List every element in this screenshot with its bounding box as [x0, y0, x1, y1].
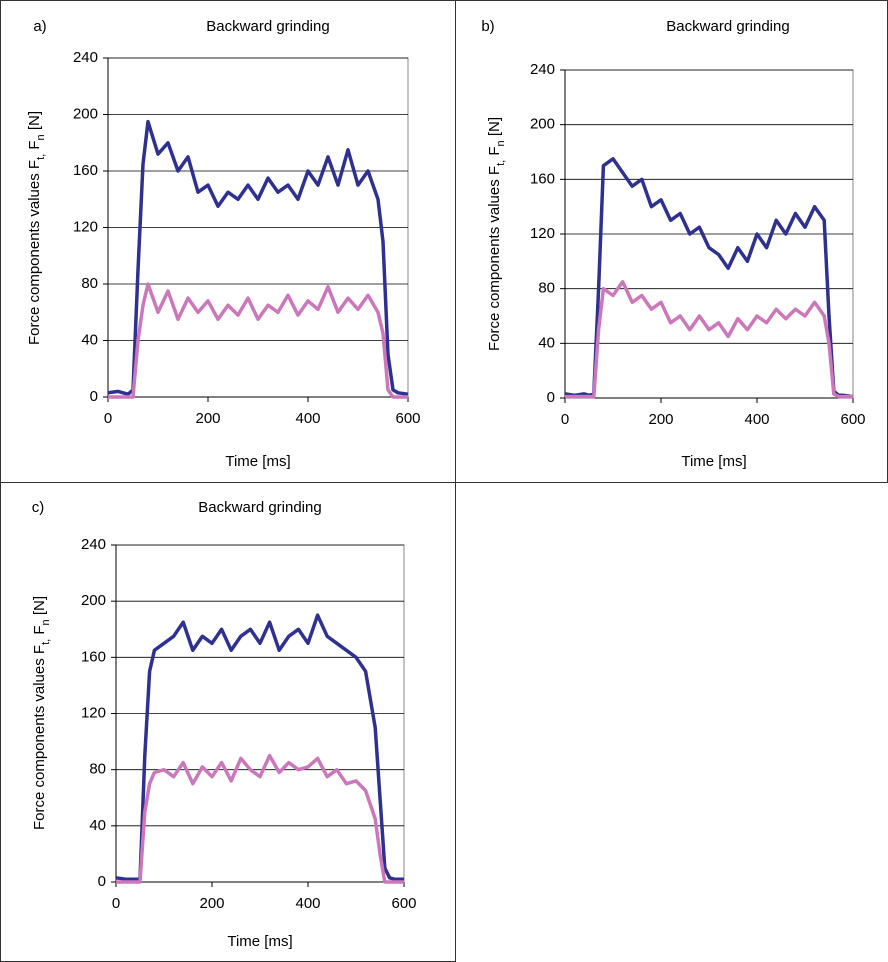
y-tick-label: 200 [81, 592, 106, 609]
data-line [107, 119, 409, 396]
x-axis-label: Time [ms] [225, 453, 290, 470]
y-tick-label: 160 [530, 170, 555, 187]
y-tick-label: 200 [73, 105, 98, 122]
y-tick-label: 0 [98, 873, 106, 890]
y-axis-label-part: Force components values F [486, 166, 503, 351]
x-tick-label: 600 [391, 895, 416, 912]
x-tick-label: 200 [199, 895, 224, 912]
chart-title: Backward grinding [206, 18, 329, 35]
panel-frame [0, 0, 456, 483]
y-tick-label: 120 [81, 704, 106, 721]
y-axis-label: Force components values Ft, Fn [N] [486, 117, 507, 351]
y-tick-label: 120 [530, 225, 555, 242]
y-axis-label-part: [N] [26, 111, 43, 134]
y-tick-label: 40 [538, 334, 555, 351]
x-tick-label: 0 [104, 410, 112, 427]
y-axis-label-part: Force components values F [31, 645, 48, 830]
y-axis-label-part: t, [495, 160, 507, 166]
y-axis-label-part: n [495, 140, 507, 146]
chart-title: Backward grinding [666, 18, 789, 35]
x-tick-label: 400 [295, 410, 320, 427]
data-line [116, 753, 404, 884]
y-tick-label: 80 [538, 280, 555, 297]
y-tick-label: 0 [547, 389, 555, 406]
y-tick-label: 80 [89, 761, 106, 778]
y-axis-label-part: [N] [486, 117, 503, 140]
x-tick-label: 600 [840, 411, 865, 428]
y-axis-label-part: t, [35, 154, 47, 160]
y-tick-label: 40 [81, 331, 98, 348]
y-axis-label-part: F [26, 140, 43, 153]
panel-frame [0, 482, 456, 962]
panel-label: b) [481, 18, 494, 35]
y-tick-label: 240 [81, 536, 106, 553]
x-tick-label: 400 [295, 895, 320, 912]
data-line [564, 157, 854, 399]
y-axis-label-part: n [35, 134, 47, 140]
x-tick-label: 600 [395, 410, 420, 427]
y-tick-label: 200 [530, 116, 555, 133]
y-tick-label: 40 [89, 817, 106, 834]
data-line [115, 613, 404, 881]
x-axis-label: Time [ms] [681, 453, 746, 470]
y-tick-label: 240 [73, 49, 98, 66]
data-line [108, 282, 408, 399]
y-axis-label-part: n [40, 619, 52, 625]
y-tick-label: 160 [73, 162, 98, 179]
y-tick-label: 80 [81, 275, 98, 292]
y-tick-label: 0 [90, 388, 98, 405]
data-line [565, 280, 853, 399]
x-axis-label: Time [ms] [227, 933, 292, 950]
y-axis-label-part: [N] [31, 596, 48, 619]
y-axis-label-part: t, [40, 639, 52, 645]
y-axis-label: Force components values Ft, Fn [N] [31, 596, 52, 830]
x-tick-label: 400 [744, 411, 769, 428]
x-tick-label: 200 [195, 410, 220, 427]
x-tick-label: 0 [561, 411, 569, 428]
x-tick-label: 0 [112, 895, 120, 912]
y-tick-label: 120 [73, 218, 98, 235]
x-tick-label: 200 [648, 411, 673, 428]
panel-label: c) [32, 499, 45, 516]
y-axis-label-part: F [31, 625, 48, 638]
y-axis-label-part: F [486, 146, 503, 159]
y-axis-label: Force components values Ft, Fn [N] [26, 111, 47, 345]
y-axis-label-part: Force components values F [26, 160, 43, 345]
panel-label: a) [33, 18, 46, 35]
y-tick-label: 160 [81, 648, 106, 665]
chart-title: Backward grinding [198, 499, 321, 516]
y-tick-label: 240 [530, 61, 555, 78]
